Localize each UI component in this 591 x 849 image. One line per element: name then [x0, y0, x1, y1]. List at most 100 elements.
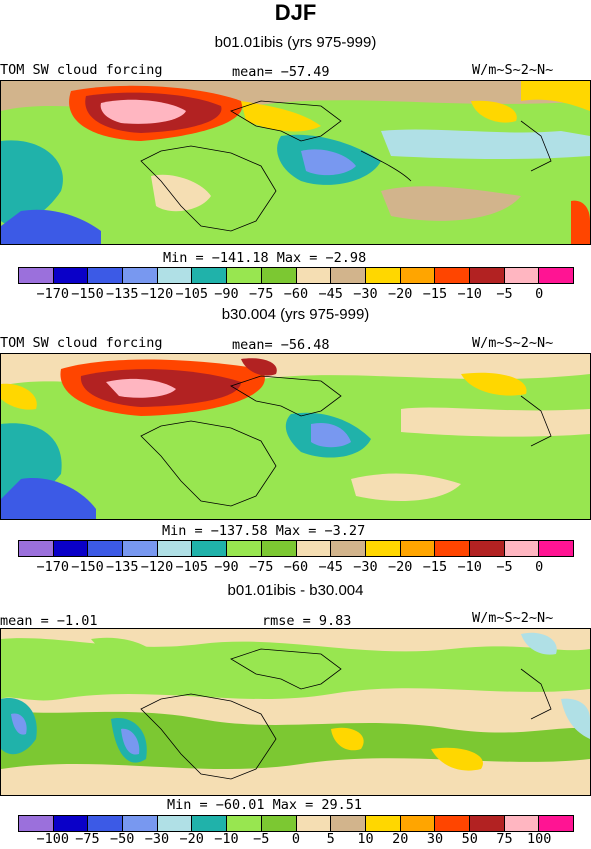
colorbar-tick-label: −20 [179, 831, 204, 847]
colorbar-tick-label: −45 [318, 286, 343, 302]
colorbar-tick-label: −170 [36, 559, 70, 575]
colorbar-tick-label: −90 [214, 286, 239, 302]
colorbar-tick-label: 5 [326, 831, 335, 847]
colorbar-swatch [192, 268, 228, 283]
colorbar-tick-label: −120 [140, 286, 174, 302]
colorbar-tick-label: −50 [110, 831, 135, 847]
colorbar-tick-label: −135 [105, 286, 139, 302]
colorbar-swatch [435, 541, 470, 556]
colorbar-2-ticks: −170 −150 −135 −120 −105 −90 −75 −60 −45 −30 −20 −1… [18, 559, 574, 577]
colorbar-swatch [331, 816, 366, 831]
colorbar-swatch [88, 268, 124, 283]
panel-2-variable-label: TOM SW cloud forcing [0, 335, 163, 351]
panel-1-map [0, 80, 591, 245]
panel-1-minmax: Min = −141.18 Max = −2.98 [163, 250, 367, 266]
panel-3-minmax: Min = −60.01 Max = 29.51 [167, 797, 363, 813]
colorbar-tick-label: −60 [283, 559, 309, 575]
colorbar-tick-label: −105 [175, 559, 209, 575]
colorbar-swatch [331, 268, 366, 283]
colorbar-tick-label: 30 [426, 831, 444, 847]
colorbar-swatch [19, 268, 54, 283]
colorbar-swatch [400, 268, 436, 283]
colorbar-tick-label: −10 [457, 559, 482, 575]
colorbar-swatch [88, 541, 124, 556]
panel-2-minmax: Min = −137.58 Max = −3.27 [162, 523, 366, 539]
colorbar-3 [18, 815, 574, 832]
colorbar-swatch [19, 816, 54, 831]
colorbar-swatch [227, 268, 262, 283]
colorbar-tick-label: −5 [496, 559, 513, 575]
colorbar-tick-label: −20 [388, 286, 413, 302]
colorbar-tick-label: −30 [353, 559, 378, 575]
colorbar-swatch [261, 268, 297, 283]
panel-3-map [0, 628, 591, 796]
colorbar-swatch [469, 816, 505, 831]
colorbar-swatch [53, 268, 89, 283]
colorbar-tick-label: 0 [291, 831, 301, 847]
colorbar-swatch [296, 268, 332, 283]
colorbar-swatch [469, 541, 505, 556]
colorbar-tick-label: 50 [461, 831, 478, 847]
colorbar-tick-label: −120 [140, 559, 174, 575]
colorbar-tick-label: 100 [527, 831, 552, 847]
colorbar-swatch [296, 816, 332, 831]
colorbar-swatch [261, 816, 297, 831]
panel-3-units-label: W/m~S~2~N~ [472, 610, 554, 626]
panel-2-mean-label: mean= −56.48 [232, 337, 330, 353]
colorbar-swatch [539, 541, 573, 556]
page-title: DJF [274, 0, 317, 25]
colorbar-1 [18, 267, 574, 284]
colorbar-tick-label: 20 [392, 831, 409, 847]
panel-3-title: b01.01ibis - b30.004 [227, 582, 364, 599]
colorbar-swatch [261, 541, 297, 556]
panel-1-units-label: W/m~S~2~N~ [472, 62, 554, 78]
colorbar-1-ticks: −170 −150 −135 −120 −105 −90 −75 −60 −45 −30 −20 −1… [18, 286, 574, 304]
colorbar-swatch [539, 268, 573, 283]
colorbar-swatch [365, 816, 401, 831]
colorbar-tick-label: −10 [457, 286, 482, 302]
colorbar-tick-label: −90 [214, 559, 239, 575]
colorbar-swatch [331, 541, 366, 556]
colorbar-3-ticks: −100 −75 −50 −30 −20 −10 −5 0 5 10 20 30 50 75 100 [18, 831, 574, 849]
colorbar-swatch [504, 816, 540, 831]
colorbar-tick-label: −5 [253, 831, 270, 847]
colorbar-swatch [400, 816, 436, 831]
colorbar-tick-label: −10 [214, 831, 239, 847]
colorbar-swatch [123, 816, 158, 831]
colorbar-tick-label: −20 [388, 559, 413, 575]
colorbar-swatch [192, 541, 228, 556]
colorbar-swatch [53, 541, 89, 556]
colorbar-swatch [157, 541, 193, 556]
colorbar-tick-label: −5 [496, 286, 513, 302]
colorbar-swatch [88, 816, 124, 831]
panel-3-rmse-label: rmse = 9.83 [262, 613, 352, 629]
colorbar-tick-label: −100 [36, 831, 70, 847]
colorbar-tick-label: 0 [535, 559, 544, 575]
colorbar-tick-label: −30 [353, 286, 378, 302]
colorbar-swatch [365, 268, 401, 283]
colorbar-swatch [469, 268, 505, 283]
colorbar-tick-label: −15 [422, 286, 448, 302]
panel-2-units-label: W/m~S~2~N~ [472, 335, 554, 351]
panel-1-mean-label: mean= −57.49 [232, 64, 330, 80]
panel-3-mean-label: mean = −1.01 [0, 613, 98, 629]
colorbar-tick-label: 75 [496, 831, 513, 847]
colorbar-swatch [400, 541, 436, 556]
colorbar-swatch [504, 268, 540, 283]
colorbar-tick-label: −75 [249, 559, 274, 575]
colorbar-swatch [435, 268, 470, 283]
colorbar-tick-label: −15 [422, 559, 448, 575]
colorbar-tick-label: −170 [36, 286, 70, 302]
colorbar-tick-label: −45 [318, 559, 343, 575]
colorbar-tick-label: −75 [75, 831, 100, 847]
colorbar-tick-label: 10 [357, 831, 374, 847]
colorbar-swatch [53, 816, 89, 831]
colorbar-swatch [296, 541, 332, 556]
colorbar-swatch [365, 541, 401, 556]
colorbar-tick-label: 0 [535, 286, 544, 302]
colorbar-swatch [19, 541, 54, 556]
colorbar-swatch [157, 816, 193, 831]
panel-2-title: b30.004 (yrs 975-999) [221, 306, 370, 323]
colorbar-swatch [227, 541, 262, 556]
panel-1-title: b01.01ibis (yrs 975-999) [214, 34, 377, 51]
